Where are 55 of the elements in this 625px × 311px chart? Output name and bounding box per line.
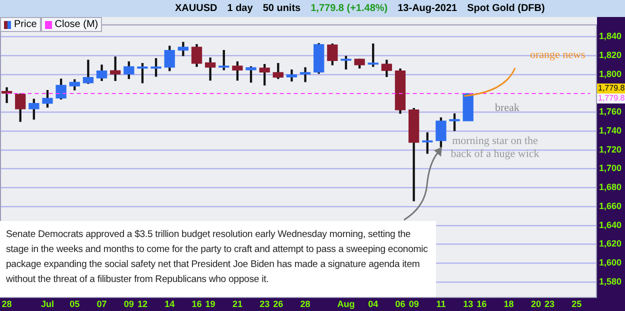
candlestick <box>300 67 311 82</box>
y-tick-label: 1,760 <box>599 106 622 117</box>
y-tick-label: 1,700 <box>599 163 622 174</box>
x-tick-label: 04 <box>368 298 378 309</box>
x-tick-label: 11 <box>436 298 446 309</box>
y-tick-label: 1,720 <box>599 144 622 154</box>
y-tick-label: 1,800 <box>599 68 622 79</box>
x-tick-label: 19 <box>205 298 216 309</box>
x-tick-label: 26 <box>273 298 284 309</box>
y-tick-label: 1,580 <box>599 276 622 286</box>
text: 1,779.8 (+1.48%) <box>310 3 388 14</box>
y-tick-label: 1,600 <box>599 258 622 268</box>
x-tick-label: 06 <box>395 298 406 309</box>
x-tick-label: Jul <box>40 298 54 309</box>
text: 1,779.8 <box>598 84 625 93</box>
x-tick-label: 21 <box>232 298 242 309</box>
x-tick-label: 09 <box>408 298 419 309</box>
x-tick-label: 28 <box>300 298 310 309</box>
x-tick-label: 23 <box>544 298 555 309</box>
x-tick-label: 09 <box>124 298 134 309</box>
candlestick <box>462 93 474 122</box>
x-tick-label: 16 <box>476 298 487 309</box>
x-tick-label: 16 <box>192 298 202 309</box>
annotation: orange news <box>530 48 586 61</box>
x-tick-label: 28 <box>2 298 12 309</box>
y-tick-label: 1,620 <box>599 238 622 249</box>
x-tick-label: 14 <box>164 298 175 309</box>
y-tick-label: 1,840 <box>599 31 622 42</box>
annotation: break <box>495 102 520 114</box>
candlestick <box>110 56 121 81</box>
x-tick-label: Aug <box>337 298 355 309</box>
text: 1,779.8 <box>598 94 625 103</box>
y-tick-label: 1,820 <box>599 50 622 60</box>
candlestick <box>204 57 216 81</box>
x-tick-label: 20 <box>530 298 541 309</box>
text: 1 day <box>227 3 253 14</box>
x-tick-label: 07 <box>96 298 107 309</box>
y-tick-label: 1,680 <box>599 182 622 192</box>
x-tick-label: 23 <box>260 298 270 309</box>
x-tick-label: 25 <box>572 298 582 309</box>
annotation: morning star on the back of a huge wick <box>450 134 540 160</box>
chart-title: XAUUSD <box>175 3 218 14</box>
x-tick-label: 05 <box>70 298 80 309</box>
y-tick-label: 1,740 <box>599 125 622 136</box>
x-tick-label: 13 <box>463 298 474 309</box>
text: 50 units <box>262 3 301 14</box>
y-tick-label: 1,660 <box>599 200 622 211</box>
annotation: Senate Democrats approved a $3.5 trillion budget resolution early Wednesday morning, setting the stage in the weeks and months to come for the party to craft and attempt to pass a sweeping economic package expanding the social safety net that President Joe Biden has made a signature agenda item without the threat of a filibuster from Republicans who oppose it. <box>0 221 436 297</box>
x-tick-label: 18 <box>504 298 514 309</box>
y-tick-label: 1,640 <box>599 220 622 230</box>
x-tick-label: 12 <box>137 298 148 309</box>
legend-label: Price <box>0 17 41 32</box>
text: 13-Aug-2021 <box>398 3 458 14</box>
text: Spot Gold (DFB) <box>467 3 545 14</box>
legend-label: Close (M) <box>40 17 102 32</box>
